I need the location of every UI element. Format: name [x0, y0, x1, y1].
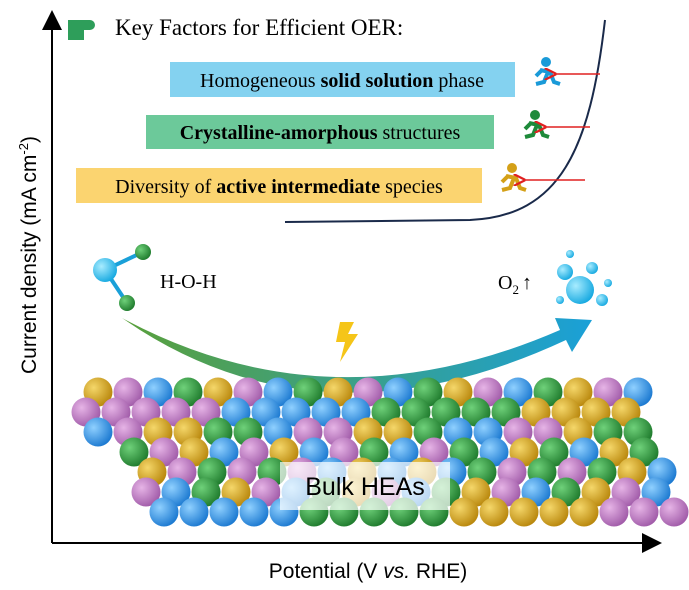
hand-icon — [68, 20, 95, 40]
atom — [131, 477, 161, 507]
atom — [83, 417, 113, 447]
factor-part: Homogeneous — [200, 70, 321, 92]
product-symbol: O — [498, 272, 512, 294]
atom — [509, 497, 539, 527]
product-arrow: ↑ — [522, 272, 532, 294]
atom — [479, 497, 509, 527]
factor-text: Crystalline-amorphous structures — [180, 122, 461, 144]
factor-box — [170, 62, 515, 97]
atom — [209, 497, 239, 527]
y-label-sup: -2 — [16, 143, 31, 155]
y-axis-label: Current density (mA cm-2) — [16, 136, 41, 374]
x-label-start: Potential (V — [269, 560, 383, 583]
factor-part: species — [380, 176, 443, 198]
factor-box — [146, 115, 494, 149]
factor-text: Homogeneous solid solution phase — [200, 70, 484, 92]
factor-part: Diversity of — [115, 176, 216, 198]
factor-part: active intermediate — [216, 176, 380, 198]
water-molecule — [93, 244, 151, 311]
factor-text: Diversity of active intermediate species — [115, 176, 443, 198]
atom — [659, 497, 689, 527]
product-label: O2 ↑ — [498, 272, 532, 297]
y-label-end: ) — [18, 136, 41, 143]
reactant-label: H-O-H — [160, 271, 217, 293]
factor-part: Crystalline-amorphous — [180, 122, 378, 144]
atom — [629, 497, 659, 527]
atom — [119, 437, 149, 467]
runner-icons — [500, 57, 600, 192]
x-axis-label: Potential (V vs. RHE) — [269, 560, 467, 583]
atom — [239, 497, 269, 527]
atom — [539, 497, 569, 527]
atom — [569, 497, 599, 527]
factor-box — [76, 168, 482, 203]
y-label-main: Current density (mA cm — [18, 155, 41, 374]
atom — [179, 497, 209, 527]
x-label-italic: vs. — [383, 560, 410, 583]
catalyst-box — [280, 462, 450, 510]
atom — [599, 497, 629, 527]
reaction-arrow — [122, 318, 592, 393]
factor-part: solid solution — [321, 70, 434, 92]
polarization-curve — [284, 19, 606, 223]
catalyst-label: Bulk HEAs — [305, 473, 424, 501]
x-label-end: RHE) — [410, 560, 467, 583]
atom — [149, 497, 179, 527]
product-subscript: 2 — [512, 282, 519, 297]
o2-bubbles — [556, 250, 612, 306]
atom — [449, 497, 479, 527]
factor-part: phase — [433, 70, 484, 92]
factor-part: structures — [378, 122, 461, 144]
lightning-icon — [336, 322, 358, 362]
title: Key Factors for Efficient OER: — [115, 15, 403, 40]
